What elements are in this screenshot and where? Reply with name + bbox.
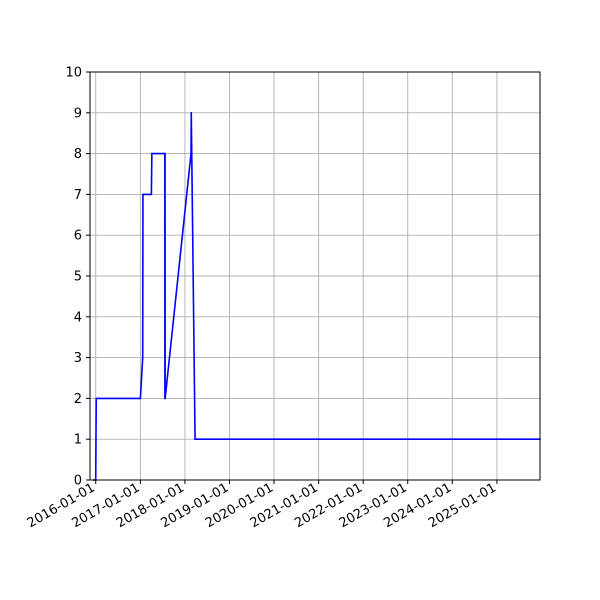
y-tick-label: 4 <box>74 310 82 325</box>
y-tick-label: 10 <box>65 66 82 81</box>
y-tick-label: 3 <box>74 351 82 366</box>
y-tick-label: 8 <box>74 147 82 162</box>
y-tick-label: 0 <box>74 474 82 489</box>
data-point <box>139 397 142 400</box>
data-point <box>164 397 167 400</box>
y-tick-label: 5 <box>74 270 82 285</box>
data-point <box>95 397 98 400</box>
y-tick-label: 6 <box>74 229 82 244</box>
y-tick-label: 9 <box>74 106 82 121</box>
data-point <box>142 193 144 196</box>
y-axis: 0 1 2 3 4 5 6 7 8 9 10 <box>65 66 90 489</box>
y-tick-label: 2 <box>74 392 82 407</box>
data-point <box>190 152 192 155</box>
data-point <box>164 152 166 155</box>
data-point <box>150 193 153 196</box>
data-point <box>150 152 153 155</box>
data-point <box>194 438 197 441</box>
data-point <box>141 356 144 359</box>
y-tick-label: 1 <box>74 433 82 448</box>
data-point <box>190 111 193 114</box>
y-tick-label: 7 <box>74 188 82 203</box>
series-layer <box>92 111 541 481</box>
